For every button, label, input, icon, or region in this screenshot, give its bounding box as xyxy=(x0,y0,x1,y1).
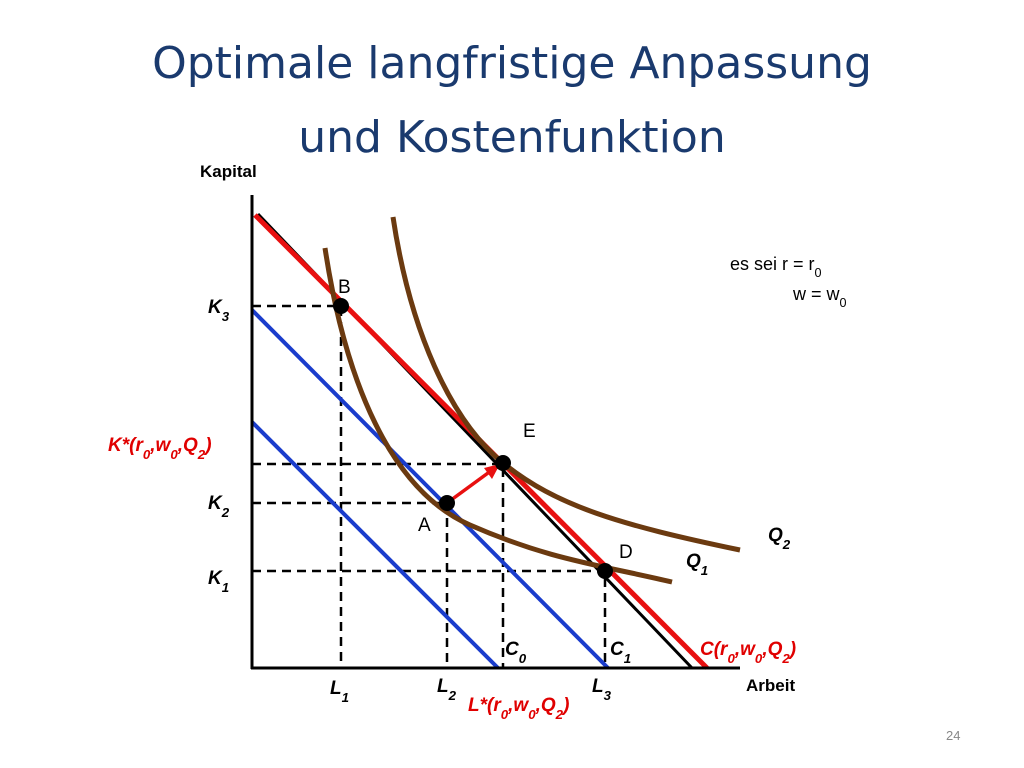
point-label: E xyxy=(523,421,536,442)
y-axis-label: Kapital xyxy=(200,162,257,181)
note: es sei r = r0 xyxy=(730,254,822,280)
subscript: 1 xyxy=(624,651,631,666)
line-label: C1 xyxy=(610,639,631,666)
subscript: 0 xyxy=(501,707,509,722)
points xyxy=(333,298,613,579)
subscript: 2 xyxy=(782,537,791,552)
text-part: K xyxy=(208,568,223,589)
subscript: 2 xyxy=(221,505,230,520)
text-part: ,w xyxy=(507,695,529,716)
line-label: C(r0,w0,Q2) xyxy=(700,639,796,666)
axis-mark: K*(r0,w0,Q2) xyxy=(108,435,212,462)
point-label: D xyxy=(619,542,633,563)
subscript: 2 xyxy=(781,651,790,666)
axis-mark: K3 xyxy=(208,297,230,324)
subscript: 3 xyxy=(604,688,612,703)
lines xyxy=(250,212,741,670)
text-part: es sei r = r xyxy=(730,254,815,274)
subscript: 2 xyxy=(555,707,564,722)
axis-mark: K2 xyxy=(208,493,230,520)
axis-mark: L2 xyxy=(437,676,457,703)
text-part: ) xyxy=(203,435,211,456)
text-part: ,Q xyxy=(535,695,556,716)
subscript: 3 xyxy=(222,309,230,324)
title-line: Optimale langfristige Anpassung xyxy=(152,38,872,89)
point-label: B xyxy=(338,277,351,298)
axis-mark: L1 xyxy=(330,678,349,705)
subscript: 1 xyxy=(222,580,229,595)
note: w = w0 xyxy=(792,284,847,310)
subscript: 1 xyxy=(701,563,708,578)
text-part: ,Q xyxy=(177,435,198,456)
text-part: L xyxy=(330,678,342,699)
point-label: A xyxy=(418,515,431,536)
page-number: 24 xyxy=(946,728,960,743)
text-part: Q xyxy=(768,525,783,546)
text-part: K*(r xyxy=(108,435,144,456)
subscript: 0 xyxy=(143,447,151,462)
text-part: w = w xyxy=(792,284,841,304)
text-part: C xyxy=(610,639,624,660)
subscript: 0 xyxy=(840,296,847,310)
subscript: 1 xyxy=(342,690,349,705)
text-part: K xyxy=(208,297,223,318)
subscript: 0 xyxy=(519,651,527,666)
title-line: und Kostenfunktion xyxy=(298,112,725,163)
subscript: 0 xyxy=(528,707,536,722)
text-part: C(r xyxy=(700,639,729,660)
text-part: K xyxy=(208,493,223,514)
text-part: ,w xyxy=(149,435,171,456)
curve-label: Q2 xyxy=(768,525,791,552)
axis-mark: L3 xyxy=(592,676,612,703)
text-part: Q xyxy=(686,551,701,572)
text-part: C xyxy=(505,639,519,660)
subscript: 0 xyxy=(755,651,763,666)
arrow xyxy=(445,464,500,505)
subscript: 0 xyxy=(815,266,822,280)
text-part: L xyxy=(437,676,449,697)
axis-mark: K1 xyxy=(208,568,229,595)
line-label: C0 xyxy=(505,639,527,666)
axis-mark: L*(r0,w0,Q2) xyxy=(468,695,569,722)
subscript: 0 xyxy=(727,651,735,666)
x-axis-label: Arbeit xyxy=(746,676,795,695)
text-part: ,Q xyxy=(761,639,782,660)
text-part: ) xyxy=(788,639,796,660)
curve-label: Q1 xyxy=(686,551,708,578)
text-part: ) xyxy=(561,695,569,716)
text-part: L*(r xyxy=(468,695,502,716)
text-part: L xyxy=(592,676,604,697)
subscript: 2 xyxy=(448,688,457,703)
subscript: 0 xyxy=(170,447,178,462)
subscript: 2 xyxy=(197,447,206,462)
axes xyxy=(250,195,740,670)
text-part: ,w xyxy=(734,639,756,660)
